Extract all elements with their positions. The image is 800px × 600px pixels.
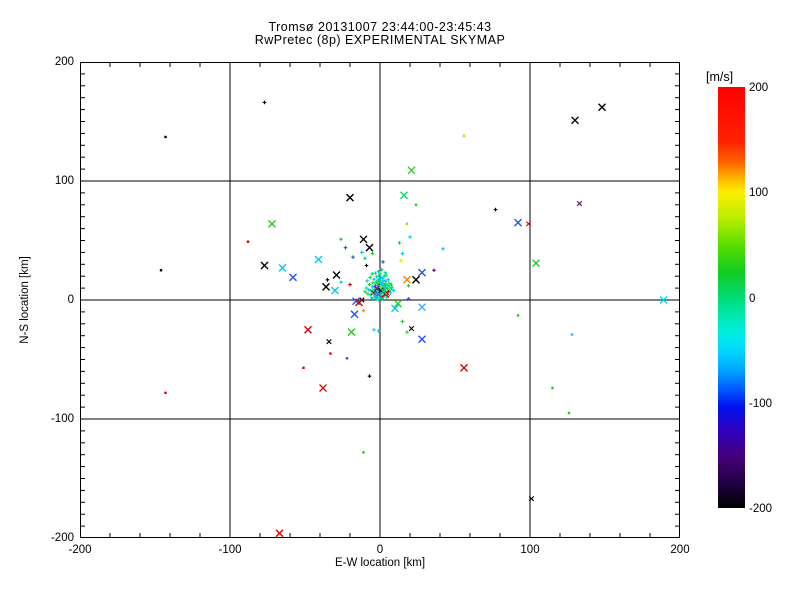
colorbar-tick-label: -200 xyxy=(749,503,773,515)
y-axis-title: N-S location [km] xyxy=(19,256,31,344)
x-axis-title: E-W location [km] xyxy=(334,557,426,569)
colorbar-tick-label: -100 xyxy=(749,397,773,410)
y-tick-label: -100 xyxy=(50,413,74,425)
x-tick-label: 0 xyxy=(376,544,384,556)
chart-title: Tromsø 20131007 23:44:00-23:45:43 xyxy=(268,20,492,34)
y-tick-label: 100 xyxy=(54,175,74,187)
scatter-plot xyxy=(80,62,680,538)
x-tick-label: 100 xyxy=(520,544,540,556)
y-tick-label: 0 xyxy=(67,294,74,306)
x-tick-label: -200 xyxy=(68,544,92,556)
chart-subtitle: RwPretec (8p) EXPERIMENTAL SKYMAP xyxy=(254,33,506,47)
x-tick-label: 200 xyxy=(670,544,690,556)
colorbar-tick-label: 0 xyxy=(749,292,756,305)
x-tick-label: -100 xyxy=(218,544,242,556)
y-tick-label: -200 xyxy=(50,532,74,544)
colorbar-tick-label: 100 xyxy=(749,187,769,200)
colorbar-gradient xyxy=(718,87,745,508)
y-tick-label: 200 xyxy=(54,56,74,68)
colorbar-tick-label: 200 xyxy=(749,82,769,94)
colorbar-unit-label: [m/s] xyxy=(706,70,734,84)
